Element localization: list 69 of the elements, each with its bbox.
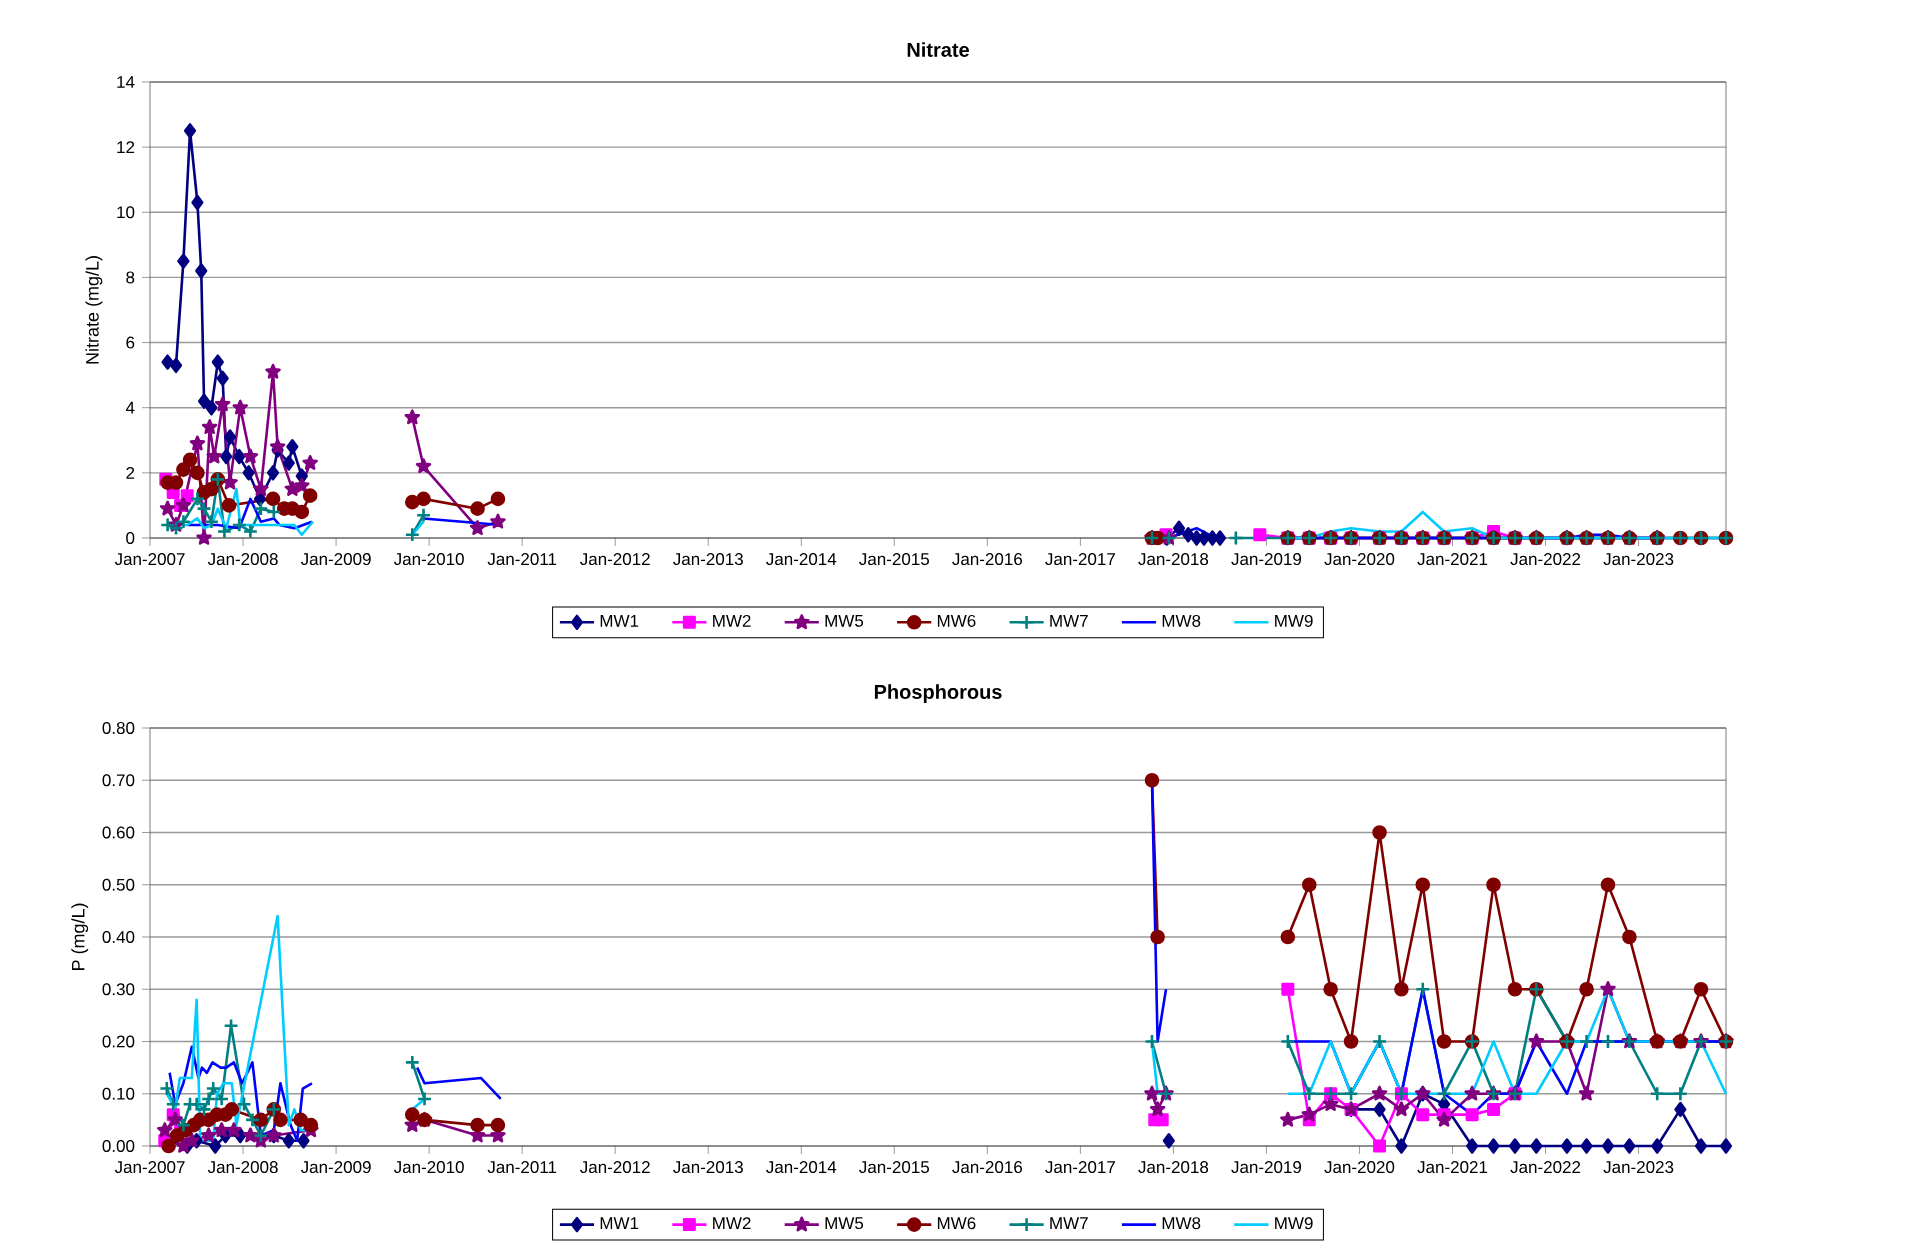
x-tick-label: Jan-2018: [1138, 1161, 1209, 1174]
y-tick-label: 12: [117, 141, 135, 154]
legend-label: MW6: [937, 1217, 976, 1230]
legend-label: MW7: [1050, 614, 1088, 627]
x-tick-label: Jan-2007: [114, 553, 185, 566]
legend-label: MW5: [825, 1217, 864, 1230]
legend-label: MW1: [600, 1217, 639, 1229]
legend-label: MW2: [713, 1217, 751, 1230]
x-tick-label: Jan-2009: [300, 1161, 371, 1174]
x-tick-label: Jan-2008: [207, 1161, 278, 1174]
legend-label: MW2: [713, 614, 751, 627]
y-tick-label: 14: [117, 76, 135, 88]
x-tick-label: Jan-2007: [114, 1161, 185, 1174]
x-tick-label: Jan-2020: [1324, 553, 1395, 566]
y-tick-label: 0.70: [102, 774, 135, 787]
x-tick-label: Jan-2018: [1138, 553, 1209, 566]
legend-label: MW8: [1162, 1217, 1201, 1230]
x-tick-label: Jan-2012: [579, 1161, 650, 1174]
y-tick-label: 10: [117, 206, 135, 219]
x-tick-label: Jan-2010: [393, 1161, 464, 1174]
y-tick-label: 0.80: [102, 721, 135, 734]
y-tick-label: 0.10: [102, 1087, 135, 1100]
x-tick-label: Jan-2011: [487, 1161, 557, 1174]
legend-label: MW6: [937, 614, 976, 627]
x-tick-label: Jan-2020: [1324, 1161, 1395, 1174]
x-tick-label: Jan-2023: [1603, 1161, 1674, 1174]
x-tick-label: Jan-2023: [1603, 553, 1674, 566]
x-tick-label: Jan-2022: [1510, 553, 1581, 566]
x-tick-label: Jan-2008: [207, 553, 278, 566]
chart-title: Phosphorous: [874, 684, 1002, 703]
x-tick-label: Jan-2013: [673, 553, 743, 566]
y-tick-label: 0.00: [102, 1139, 135, 1152]
legend-label: MW8: [1162, 614, 1201, 627]
y-tick-label: 8: [126, 271, 135, 284]
y-tick-label: 0.20: [102, 1035, 135, 1048]
legend-label: MW9: [1275, 614, 1313, 627]
x-tick-label: Jan-2014: [766, 553, 837, 566]
y-tick-label: 0.60: [102, 826, 135, 839]
x-tick-label: Jan-2009: [300, 553, 371, 566]
x-tick-label: Jan-2017: [1045, 1161, 1115, 1174]
x-tick-label: Jan-2017: [1045, 553, 1115, 566]
y-tick-label: 0.40: [102, 930, 135, 943]
x-tick-label: Jan-2021: [1417, 553, 1488, 566]
x-tick-label: Jan-2015: [859, 553, 930, 566]
x-tick-label: Jan-2012: [579, 553, 650, 566]
x-tick-label: Jan-2010: [393, 553, 464, 566]
legend-label: MW5: [825, 614, 864, 627]
x-tick-label: Jan-2014: [766, 1161, 837, 1174]
x-tick-label: Jan-2011: [487, 553, 557, 566]
y-axis-title: Nitrate (mg/L): [85, 256, 103, 364]
y-tick-label: 6: [126, 336, 135, 349]
x-tick-label: Jan-2019: [1231, 553, 1302, 566]
x-tick-label: Jan-2019: [1231, 1161, 1302, 1174]
x-tick-label: Jan-2021: [1417, 1161, 1488, 1174]
y-axis-title: P (mg/L): [71, 903, 89, 971]
y-tick-label: 0.50: [102, 878, 135, 891]
x-tick-label: Jan-2016: [952, 1161, 1023, 1174]
legend-label: MW1: [600, 614, 639, 627]
x-tick-label: Jan-2016: [952, 553, 1023, 566]
x-tick-label: Jan-2015: [859, 1161, 930, 1174]
legend-label: MW7: [1050, 1217, 1088, 1229]
legend-label: MW9: [1275, 1217, 1313, 1230]
chart-title: Nitrate: [907, 42, 969, 57]
x-tick-label: Jan-2013: [673, 1161, 743, 1174]
y-tick-label: 0: [126, 531, 135, 544]
y-tick-label: 4: [125, 401, 135, 414]
y-tick-label: 0.30: [102, 983, 135, 996]
x-tick-label: Jan-2022: [1510, 1161, 1581, 1174]
y-tick-label: 2: [126, 466, 135, 479]
